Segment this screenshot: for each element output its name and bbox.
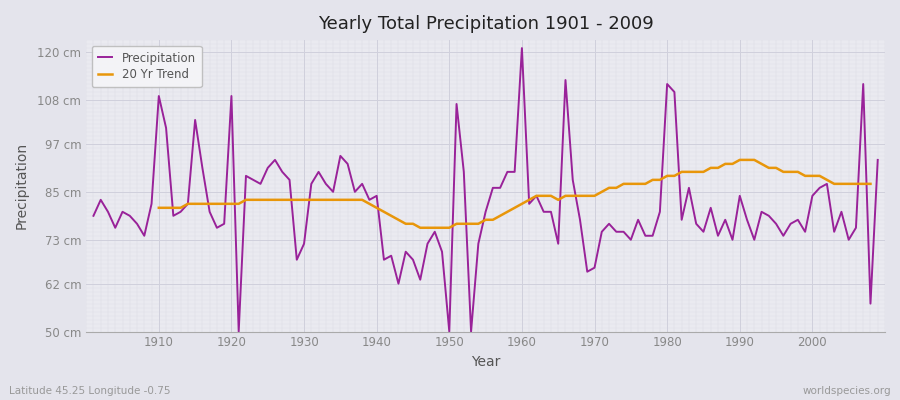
Precipitation: [356, 182, 367, 186]
20 Yr Trend: [538, 194, 549, 198]
Y-axis label: Precipitation: Precipitation: [15, 142, 29, 230]
20 Yr Trend: [153, 206, 164, 210]
20 Yr Trend: [517, 202, 527, 206]
Precipitation: [146, 202, 157, 206]
Precipitation: [517, 46, 527, 50]
20 Yr Trend: [720, 162, 731, 166]
Text: Latitude 45.25 Longitude -0.75: Latitude 45.25 Longitude -0.75: [9, 386, 170, 396]
20 Yr Trend: [320, 198, 331, 202]
Precipitation: [872, 158, 883, 162]
Text: worldspecies.org: worldspecies.org: [803, 386, 891, 396]
Precipitation: [531, 194, 542, 198]
20 Yr Trend: [415, 225, 426, 230]
20 Yr Trend: [734, 158, 745, 162]
Precipitation: [313, 170, 324, 174]
Title: Yearly Total Precipitation 1901 - 2009: Yearly Total Precipitation 1901 - 2009: [318, 15, 653, 33]
Line: Precipitation: Precipitation: [94, 48, 878, 332]
Precipitation: [88, 213, 99, 218]
X-axis label: Year: Year: [471, 355, 500, 369]
Precipitation: [524, 202, 535, 206]
Precipitation: [618, 229, 629, 234]
Legend: Precipitation, 20 Yr Trend: Precipitation, 20 Yr Trend: [92, 46, 202, 87]
20 Yr Trend: [372, 206, 382, 210]
Line: 20 Yr Trend: 20 Yr Trend: [158, 160, 870, 228]
20 Yr Trend: [865, 182, 876, 186]
Precipitation: [233, 329, 244, 334]
20 Yr Trend: [342, 198, 353, 202]
